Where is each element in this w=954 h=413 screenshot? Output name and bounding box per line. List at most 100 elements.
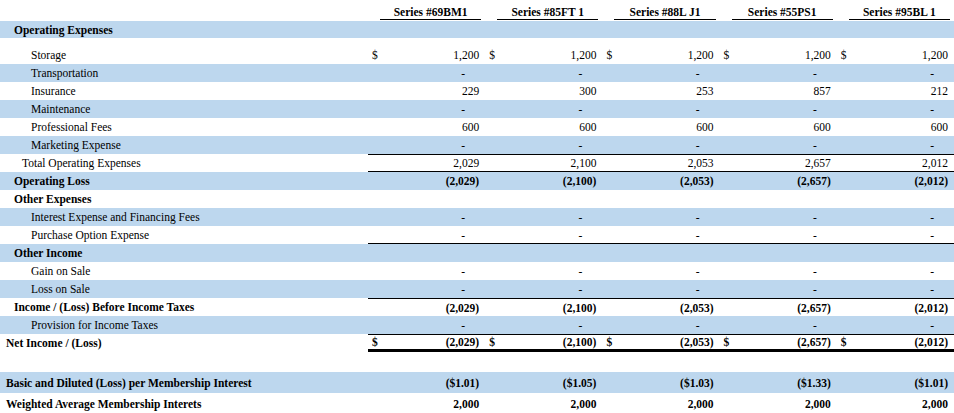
value-cell: -	[485, 316, 602, 334]
value-cell: -	[602, 100, 719, 118]
value-cell: -	[837, 262, 954, 280]
cell-value: (2,657)	[797, 175, 831, 187]
spacer-row	[0, 352, 954, 372]
row-label: Marketing Expense	[0, 136, 368, 154]
value-cell: -	[485, 136, 602, 154]
value-cell: $ (2,029)	[368, 334, 485, 352]
value-cell: 2,053	[602, 154, 719, 172]
cell-value: 253	[696, 85, 713, 97]
value-cell: ($1.05)	[485, 372, 602, 393]
cell-value: 857	[814, 85, 831, 97]
spacer-row	[0, 38, 954, 46]
column-header-label: Series #95BL 1	[849, 6, 950, 20]
cell-value: -	[461, 229, 465, 241]
row-label: Other Expenses	[0, 190, 368, 208]
table-row: Basic and Diluted (Loss) per Membership …	[0, 372, 954, 393]
value-cell: -	[368, 262, 485, 280]
cell-value: -	[696, 319, 700, 331]
cell-value: (2,012)	[914, 302, 948, 314]
value-cell: -	[720, 316, 837, 334]
value-cell: -	[368, 64, 485, 82]
value-cell: -	[837, 136, 954, 154]
row-label: Maintenance	[0, 100, 368, 118]
cell-value: -	[930, 139, 934, 151]
value-cell: 2,657	[720, 154, 837, 172]
dollar-sign: $	[606, 336, 612, 348]
cell-value: 1,200	[805, 49, 831, 61]
row-label: Operating Loss	[0, 172, 368, 190]
value-cell: -	[368, 136, 485, 154]
cell-value: -	[461, 283, 465, 295]
value-cell: $ (2,657)	[720, 334, 837, 352]
cell-value: -	[696, 283, 700, 295]
table-body: Operating Expenses Storage $ 1,200 $	[0, 21, 954, 413]
value-cell: -	[602, 280, 719, 298]
table-row: Interest Expense and Financing Fees - - …	[0, 208, 954, 226]
cell-value: (2,053)	[680, 302, 714, 314]
dollar-sign: $	[606, 49, 612, 61]
value-cell: (2,100)	[485, 172, 602, 190]
column-header: Series #69BM1	[368, 0, 485, 21]
value-cell: 857	[720, 82, 837, 100]
cell-value: -	[461, 103, 465, 115]
table-header-row: Series #69BM1 Series #85FT 1 Series #88L…	[0, 0, 954, 21]
cell-value: -	[696, 265, 700, 277]
value-cell: 2,000	[602, 393, 719, 413]
cell-value: 2,000	[453, 398, 479, 410]
row-label: Insurance	[0, 82, 368, 100]
cell-value: -	[696, 229, 700, 241]
column-header: Series #88L J1	[602, 0, 719, 21]
table-row: Transportation - - - - -	[0, 64, 954, 82]
cell-value: 600	[696, 121, 713, 133]
cell-value: (2,053)	[680, 336, 714, 348]
value-cell: ($1.01)	[368, 372, 485, 393]
cell-value: -	[813, 139, 817, 151]
value-cell	[837, 190, 954, 208]
cell-value: -	[579, 229, 583, 241]
value-cell: 2,000	[485, 393, 602, 413]
cell-value: (2,100)	[563, 175, 597, 187]
value-cell: ($1.01)	[837, 372, 954, 393]
cell-value: -	[930, 67, 934, 79]
cell-value: 600	[814, 121, 831, 133]
row-label: Interest Expense and Financing Fees	[0, 208, 368, 226]
value-cell: $ 1,200	[602, 46, 719, 64]
cell-value: (2,012)	[914, 336, 948, 348]
cell-value: ($1.03)	[680, 377, 714, 389]
value-cell	[602, 21, 719, 38]
cell-value: -	[579, 67, 583, 79]
table-row: Insurance 229 300 253 857 212	[0, 82, 954, 100]
cell-value: (2,100)	[563, 302, 597, 314]
cell-value: -	[461, 211, 465, 223]
value-cell: -	[720, 280, 837, 298]
cell-value: -	[813, 265, 817, 277]
cell-value: -	[579, 139, 583, 151]
value-cell	[368, 21, 485, 38]
cell-value: -	[930, 103, 934, 115]
value-cell: -	[720, 208, 837, 226]
row-label: Other Income	[0, 244, 368, 262]
value-cell: -	[837, 64, 954, 82]
value-cell	[485, 190, 602, 208]
value-cell: -	[368, 100, 485, 118]
row-label: Income / (Loss) Before Income Taxes	[0, 298, 368, 316]
value-cell: 2,000	[837, 393, 954, 413]
financial-statement-table: Series #69BM1 Series #85FT 1 Series #88L…	[0, 0, 954, 413]
cell-value: (2,657)	[797, 336, 831, 348]
row-label: Net Income / (Loss)	[0, 334, 368, 352]
cell-value: -	[461, 319, 465, 331]
cell-value: (2,029)	[446, 336, 480, 348]
cell-value: 2,000	[805, 398, 831, 410]
cell-value: ($1.05)	[563, 377, 597, 389]
value-cell: (2,053)	[602, 172, 719, 190]
table-row: Total Operating Expenses 2,029 2,100 2,0…	[0, 154, 954, 172]
value-cell	[720, 190, 837, 208]
value-cell: -	[368, 226, 485, 244]
value-cell: -	[485, 64, 602, 82]
dollar-sign: $	[489, 336, 495, 348]
cell-value: ($1.01)	[446, 377, 480, 389]
value-cell: $ (2,053)	[602, 334, 719, 352]
value-cell: -	[602, 208, 719, 226]
cell-value: -	[696, 139, 700, 151]
value-cell: -	[368, 280, 485, 298]
